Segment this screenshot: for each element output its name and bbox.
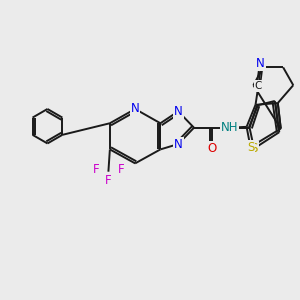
Text: NH: NH <box>221 121 238 134</box>
Text: S: S <box>247 140 254 154</box>
Text: C: C <box>255 81 262 91</box>
Text: F: F <box>93 163 99 176</box>
Text: N: N <box>131 103 140 116</box>
Text: O: O <box>208 142 217 155</box>
Text: N: N <box>256 57 265 70</box>
Text: N: N <box>174 105 183 118</box>
Text: N: N <box>174 138 183 151</box>
Text: F: F <box>105 174 112 187</box>
Text: S: S <box>250 142 258 155</box>
Text: F: F <box>118 163 124 176</box>
